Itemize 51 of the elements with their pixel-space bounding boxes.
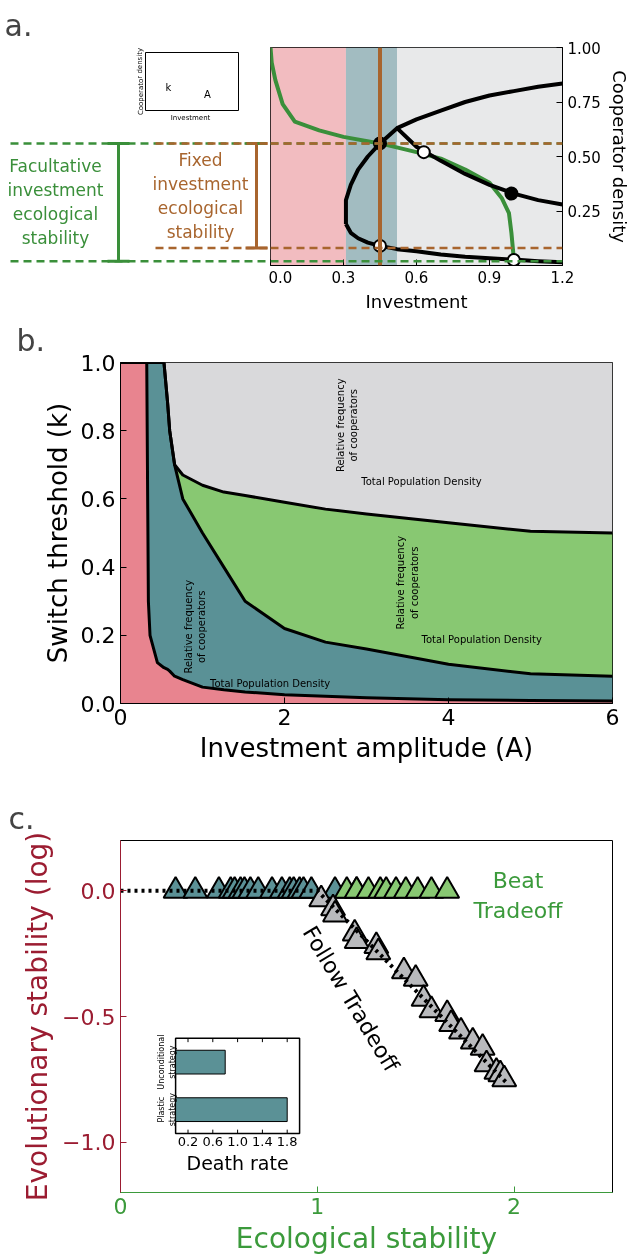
y-tick-label: 0.6 xyxy=(80,486,116,512)
x-axis-title: Death rate xyxy=(186,1152,289,1175)
y-tick-label: −1.0 xyxy=(62,1130,116,1156)
text: k xyxy=(165,82,172,93)
y-tick-label: 0.2 xyxy=(80,623,116,649)
y-tick-label: 0.4 xyxy=(80,555,116,581)
x-tick-label: 0 xyxy=(113,704,128,730)
y-axis-title: Switch threshold (k) xyxy=(42,402,73,664)
annotation: Relative frequency of cooperators xyxy=(183,579,208,674)
y-tick-label: 0.75 xyxy=(567,94,601,112)
y-tick-label: 0.8 xyxy=(80,418,116,444)
x-tick-label: 1.4 xyxy=(252,1134,273,1150)
x-tick-label: 0.2 xyxy=(177,1134,199,1150)
x-tick-label: 0.6 xyxy=(404,268,429,287)
text: Fixed investment ecological stability xyxy=(152,149,249,242)
y-tick-label: Unconditional strategy xyxy=(156,1034,177,1090)
y-tick-label: Plastic strategy xyxy=(156,1092,177,1127)
y-tick-label: 1.00 xyxy=(567,39,601,58)
x-tick-label: 1 xyxy=(310,1193,325,1219)
text: A xyxy=(204,89,212,100)
y-axis-title: Cooperator density xyxy=(608,70,630,244)
annotation: Total Population Density xyxy=(420,633,542,645)
x-tick-label: 0 xyxy=(113,1193,128,1219)
x-tick-label: 0.9 xyxy=(477,268,502,287)
x-tick-label: 2 xyxy=(507,1193,522,1219)
annotation: Relative frequency of cooperators xyxy=(334,378,359,473)
y-tick-label: −0.5 xyxy=(62,1004,116,1030)
x-tick-label: 1.0 xyxy=(227,1134,248,1150)
x-axis-title: Investment amplitude (A) xyxy=(199,732,534,763)
annotation: Total Population Density xyxy=(209,678,331,690)
annotation: Total Population Density xyxy=(360,476,482,488)
x-tick-label: 1.2 xyxy=(550,268,575,287)
x-tick-label: 0.0 xyxy=(268,268,293,287)
y-axis-title: Evolutionary stability (log) xyxy=(21,831,55,1202)
x-axis-title: Ecological stability xyxy=(235,1221,498,1255)
text: a. xyxy=(4,7,33,43)
x-tick-label: 1.8 xyxy=(276,1134,298,1150)
text: Facultative investment ecological stability xyxy=(7,156,104,249)
x-tick-label: 6 xyxy=(605,704,620,730)
annotation: Beat Tradeoff xyxy=(472,868,564,924)
text: b. xyxy=(16,322,46,358)
annotation: Relative frequency of cooperators xyxy=(395,535,420,630)
y-tick-label: 0.0 xyxy=(80,878,116,904)
y-tick-label: 1.0 xyxy=(80,350,116,376)
x-axis-title: Investment xyxy=(365,290,468,312)
x-tick-label: 4 xyxy=(441,704,456,730)
x-tick-label: 0.6 xyxy=(202,1134,224,1150)
y-tick-label: 0.25 xyxy=(567,203,601,221)
x-tick-label: 2 xyxy=(277,704,292,730)
y-tick-label: 0.50 xyxy=(567,148,601,167)
x-tick-label: 0.3 xyxy=(331,268,356,287)
